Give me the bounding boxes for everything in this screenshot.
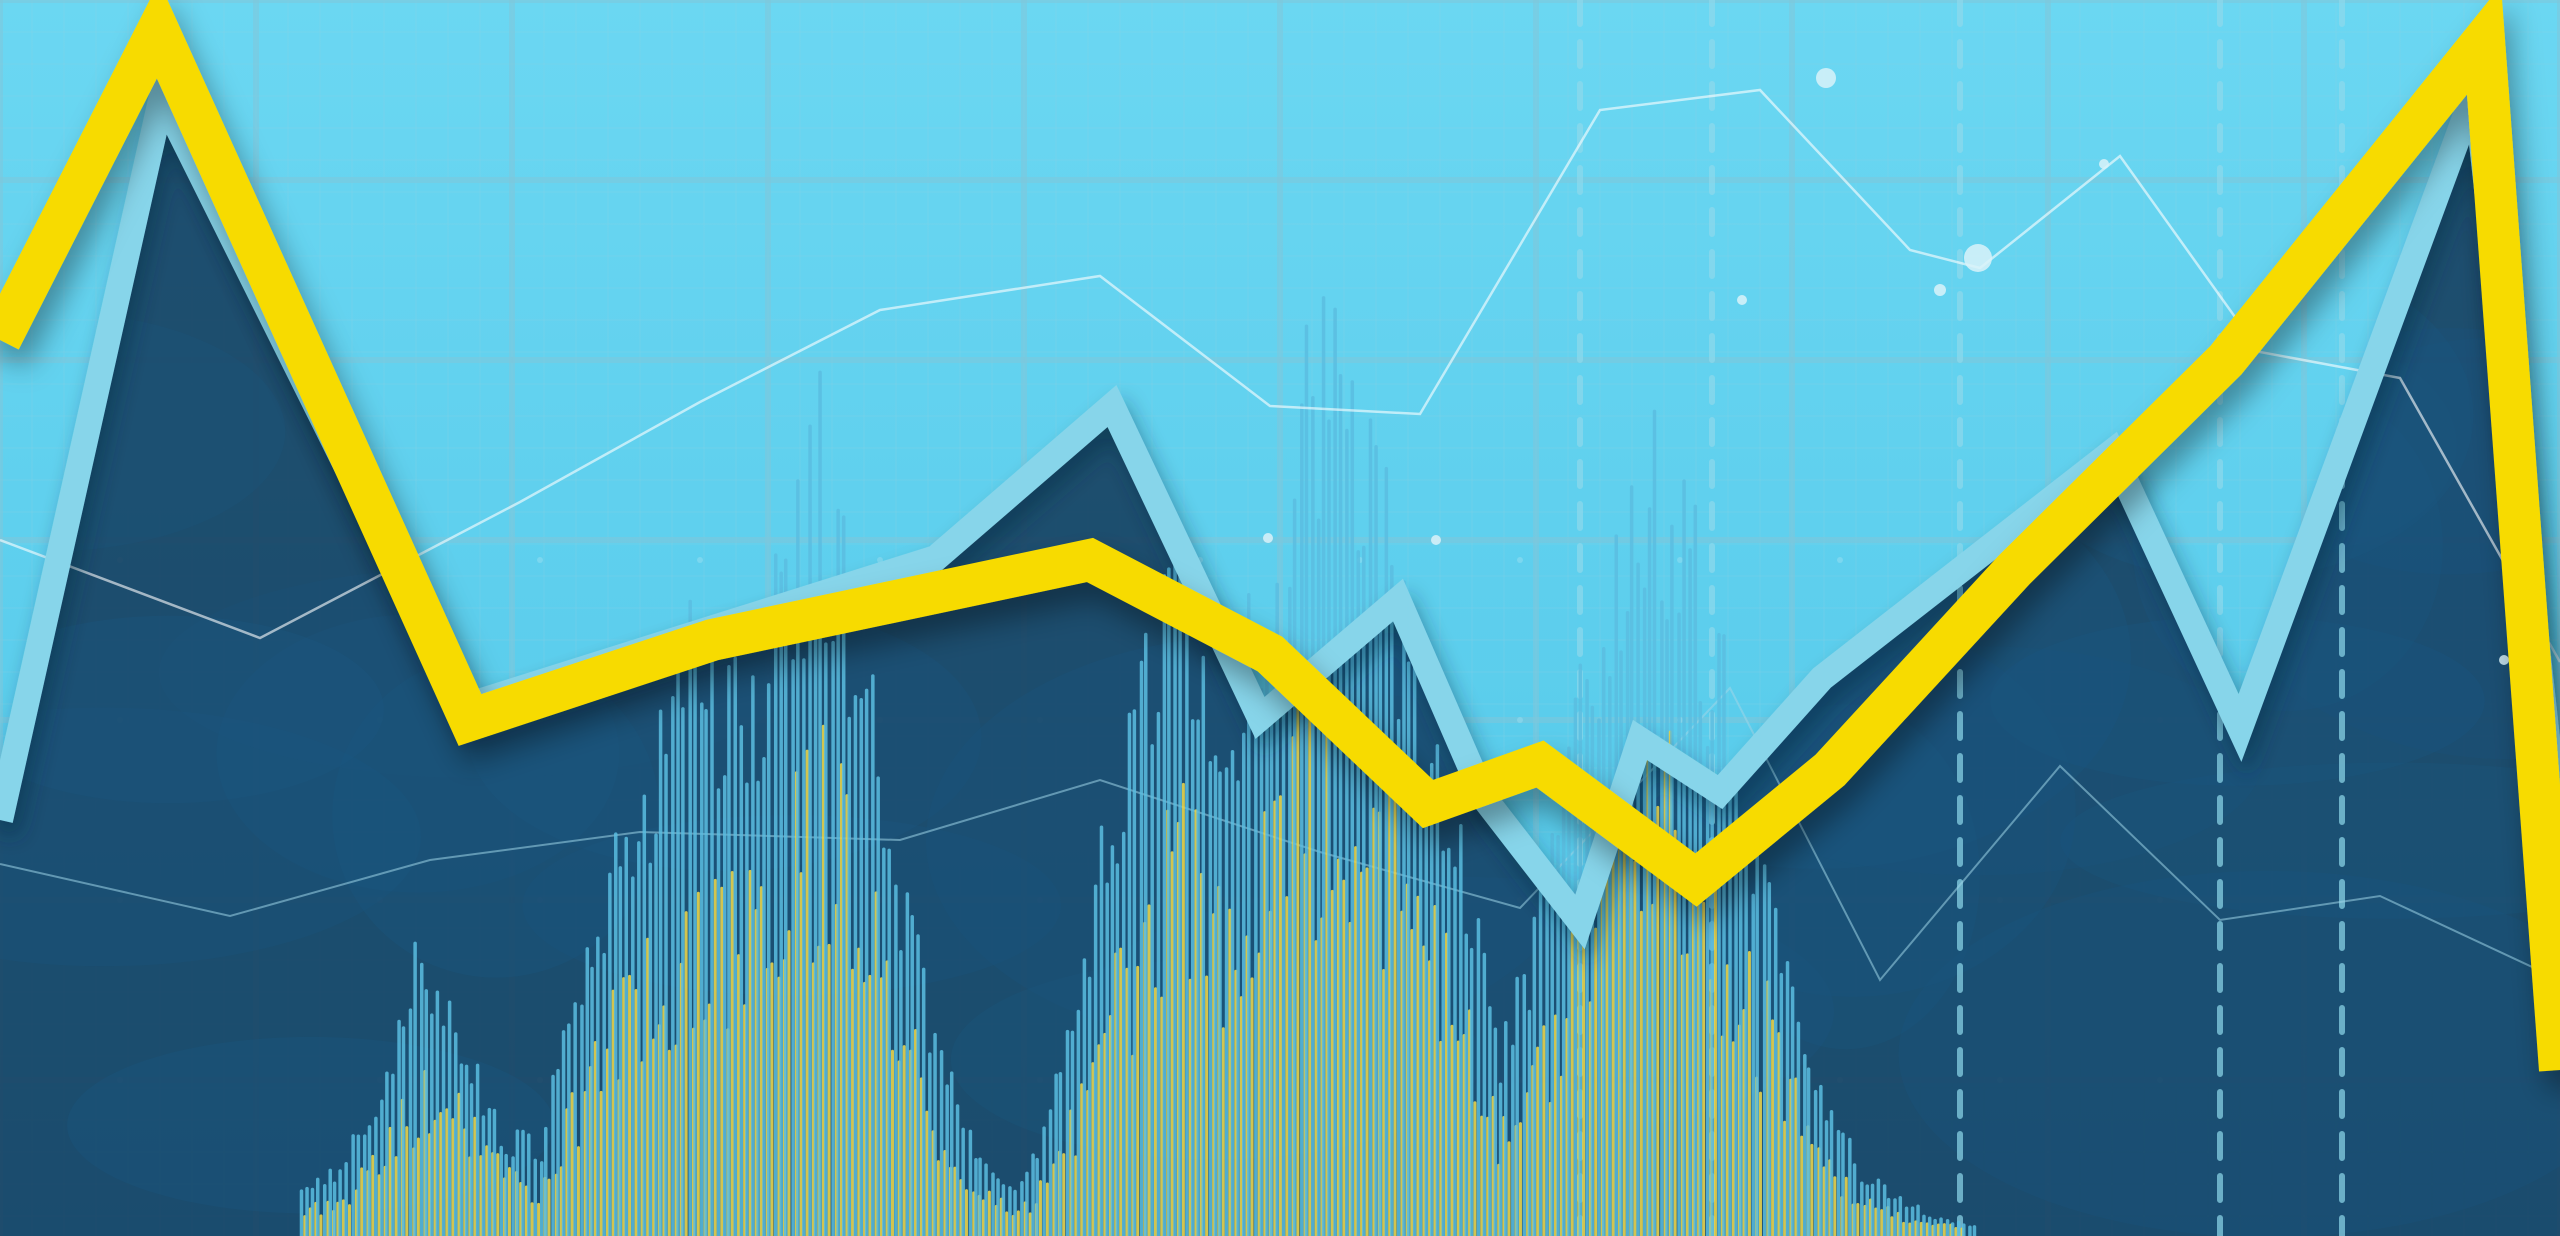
stock-chart-graphic bbox=[0, 0, 2560, 1236]
